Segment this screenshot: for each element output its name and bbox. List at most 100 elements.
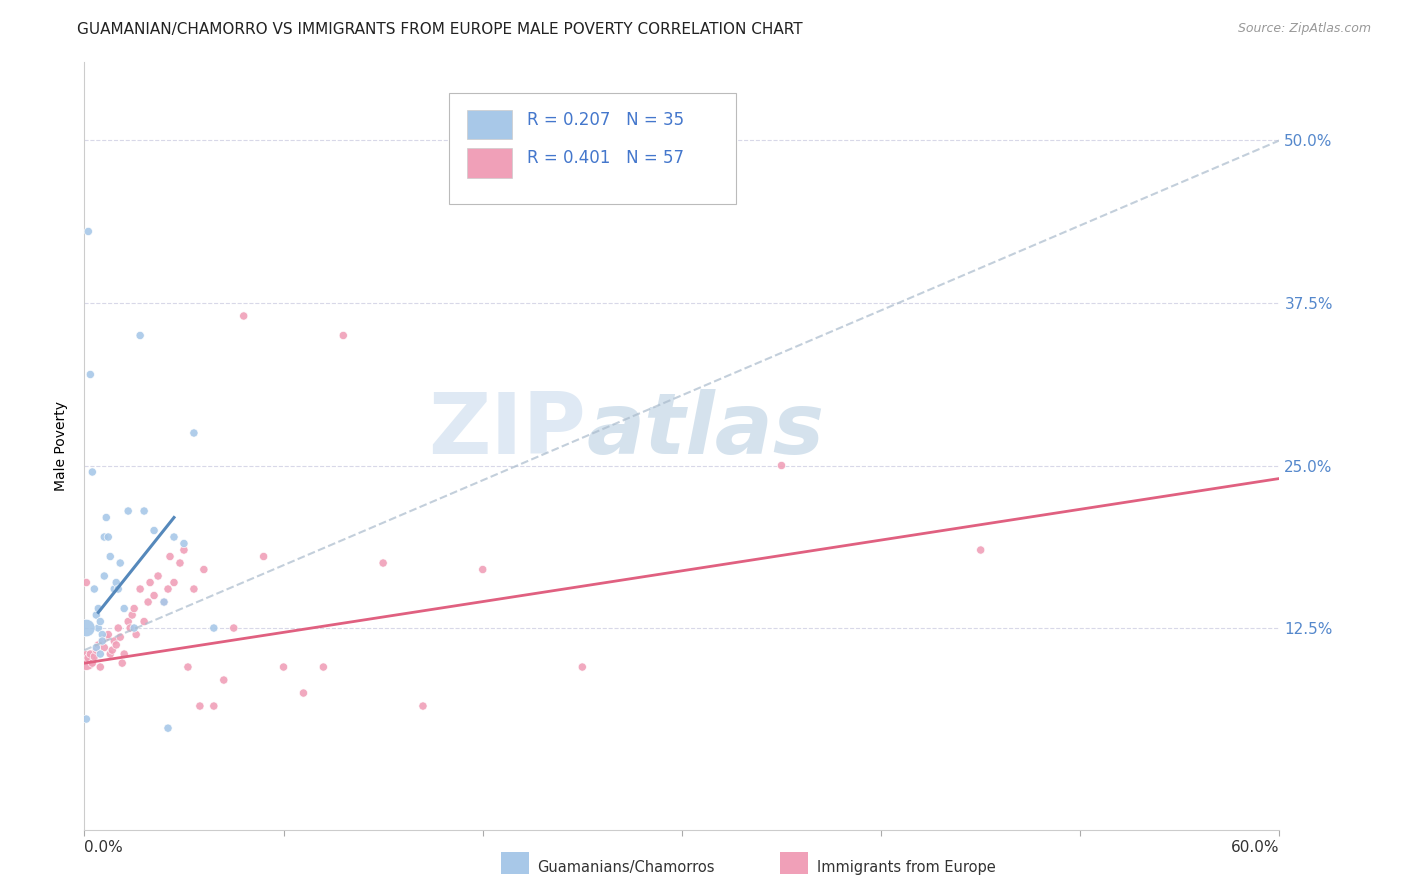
Point bbox=[112, 601, 135, 615]
FancyBboxPatch shape bbox=[467, 110, 512, 139]
Point bbox=[75, 654, 97, 668]
Point bbox=[232, 309, 254, 323]
Point bbox=[157, 721, 180, 735]
Point bbox=[86, 607, 108, 622]
Point bbox=[91, 634, 114, 648]
Point bbox=[132, 504, 156, 518]
Point bbox=[75, 621, 97, 635]
Point bbox=[89, 615, 111, 629]
Point bbox=[143, 524, 166, 538]
Text: 60.0%: 60.0% bbox=[1232, 840, 1279, 855]
Point bbox=[98, 647, 121, 661]
Point bbox=[412, 699, 434, 714]
Point bbox=[86, 643, 108, 657]
Point bbox=[75, 712, 97, 726]
Point bbox=[83, 649, 105, 664]
Point bbox=[129, 582, 152, 596]
Point bbox=[193, 562, 215, 576]
Point bbox=[253, 549, 276, 564]
Point bbox=[117, 504, 139, 518]
Point bbox=[107, 582, 129, 596]
Point bbox=[96, 510, 118, 524]
Point bbox=[471, 562, 494, 576]
Point bbox=[139, 575, 162, 590]
Point bbox=[770, 458, 793, 473]
Point bbox=[79, 647, 101, 661]
Point bbox=[82, 465, 104, 479]
Point bbox=[77, 224, 100, 238]
Text: atlas: atlas bbox=[586, 389, 824, 472]
Text: ZIP: ZIP bbox=[429, 389, 586, 472]
Point bbox=[82, 656, 104, 670]
Point bbox=[112, 647, 135, 661]
Point bbox=[146, 569, 169, 583]
Point bbox=[188, 699, 211, 714]
Text: 0.0%: 0.0% bbox=[84, 840, 124, 855]
Point bbox=[173, 543, 195, 558]
Point bbox=[110, 556, 132, 570]
Point bbox=[87, 621, 110, 635]
Point bbox=[87, 638, 110, 652]
Point bbox=[163, 530, 186, 544]
Point bbox=[157, 582, 180, 596]
Point bbox=[312, 660, 335, 674]
Point bbox=[292, 686, 315, 700]
Point bbox=[117, 615, 139, 629]
Point bbox=[89, 647, 111, 661]
Point bbox=[75, 575, 97, 590]
Point bbox=[77, 651, 100, 665]
Point bbox=[163, 575, 186, 590]
Point bbox=[129, 328, 152, 343]
Text: GUAMANIAN/CHAMORRO VS IMMIGRANTS FROM EUROPE MALE POVERTY CORRELATION CHART: GUAMANIAN/CHAMORRO VS IMMIGRANTS FROM EU… bbox=[77, 22, 803, 37]
Point bbox=[143, 589, 166, 603]
Point bbox=[93, 569, 115, 583]
Point bbox=[136, 595, 159, 609]
Point bbox=[122, 621, 145, 635]
Point bbox=[103, 582, 125, 596]
Point bbox=[103, 634, 125, 648]
Point bbox=[98, 549, 121, 564]
Point bbox=[91, 627, 114, 641]
Point bbox=[373, 556, 395, 570]
Point bbox=[111, 656, 134, 670]
Point bbox=[153, 595, 176, 609]
Point bbox=[105, 638, 128, 652]
Point bbox=[101, 643, 124, 657]
Point bbox=[222, 621, 245, 635]
Point bbox=[89, 660, 111, 674]
Text: Guamanians/Chamorros: Guamanians/Chamorros bbox=[537, 860, 714, 874]
Point bbox=[93, 530, 115, 544]
Point bbox=[273, 660, 295, 674]
Point bbox=[177, 660, 200, 674]
Point bbox=[86, 640, 108, 655]
Point bbox=[202, 699, 225, 714]
Point bbox=[183, 582, 205, 596]
Point bbox=[173, 536, 195, 550]
Point bbox=[107, 621, 129, 635]
Point bbox=[93, 640, 115, 655]
Point bbox=[96, 630, 118, 644]
Point bbox=[202, 621, 225, 635]
Text: R = 0.401   N = 57: R = 0.401 N = 57 bbox=[527, 149, 683, 168]
Point bbox=[97, 627, 120, 641]
Y-axis label: Male Poverty: Male Poverty bbox=[55, 401, 69, 491]
Point bbox=[571, 660, 593, 674]
Point bbox=[121, 607, 143, 622]
Point bbox=[183, 425, 205, 440]
Point bbox=[105, 575, 128, 590]
Point bbox=[153, 595, 176, 609]
Point bbox=[332, 328, 354, 343]
Point bbox=[132, 615, 156, 629]
Text: R = 0.207   N = 35: R = 0.207 N = 35 bbox=[527, 111, 683, 129]
Point bbox=[970, 543, 993, 558]
Point bbox=[122, 601, 145, 615]
Point bbox=[120, 621, 142, 635]
Point bbox=[212, 673, 235, 687]
Point bbox=[125, 627, 148, 641]
Point bbox=[97, 530, 120, 544]
Text: Source: ZipAtlas.com: Source: ZipAtlas.com bbox=[1237, 22, 1371, 36]
FancyBboxPatch shape bbox=[449, 93, 735, 204]
FancyBboxPatch shape bbox=[467, 148, 512, 178]
Point bbox=[79, 368, 101, 382]
Text: Immigrants from Europe: Immigrants from Europe bbox=[817, 860, 995, 874]
